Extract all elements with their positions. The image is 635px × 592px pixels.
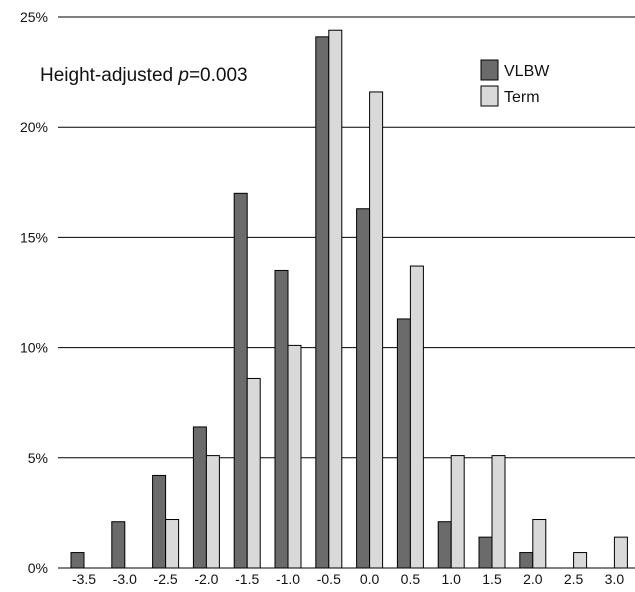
bar-term--1.5 bbox=[246, 377, 261, 569]
bar-term-1.5 bbox=[491, 455, 506, 569]
bar-vlbw--0.5 bbox=[315, 36, 330, 569]
bar-term-0.0 bbox=[369, 91, 384, 569]
bar-vlbw--2.5 bbox=[152, 474, 167, 569]
bars bbox=[70, 29, 628, 569]
x-tick-label: -3.0 bbox=[113, 571, 137, 587]
bar-vlbw-0.0 bbox=[356, 208, 371, 569]
bar-vlbw--2.0 bbox=[192, 426, 207, 569]
y-tick-label: 0% bbox=[28, 560, 48, 576]
x-tick-label: -3.5 bbox=[72, 571, 96, 587]
x-tick-label: -1.5 bbox=[235, 571, 259, 587]
bar-term-3.0 bbox=[613, 536, 628, 569]
bar-term-0.5 bbox=[409, 265, 424, 569]
bar-vlbw--3.0 bbox=[111, 521, 126, 569]
y-tick-labels: 0% 5% 10% 15% 20% 25% bbox=[20, 9, 48, 576]
x-tick-label: -1.0 bbox=[276, 571, 300, 587]
x-tick-label: -2.5 bbox=[154, 571, 178, 587]
bar-term-2.5 bbox=[573, 552, 588, 569]
x-tick-label: 2.0 bbox=[523, 571, 543, 587]
bar-vlbw--1.0 bbox=[274, 269, 289, 569]
gridlines bbox=[58, 16, 635, 569]
bar-vlbw-2.0 bbox=[519, 552, 534, 569]
x-tick-label: 1.0 bbox=[441, 571, 461, 587]
x-tick-label: 0.5 bbox=[401, 571, 421, 587]
y-tick-label: 20% bbox=[20, 119, 48, 135]
bar-vlbw--3.5 bbox=[70, 552, 85, 569]
bar-term--2.0 bbox=[205, 455, 220, 569]
bar-vlbw-0.5 bbox=[396, 318, 411, 569]
x-tick-label: 0.0 bbox=[360, 571, 380, 587]
x-tick-labels: -3.5 -3.0 -2.5 -2.0 -1.5 -1.0 -0.5 0.0 0.5 1.0 1.5… bbox=[72, 571, 624, 587]
x-tick-label: -0.5 bbox=[317, 571, 341, 587]
legend-label-vlbw: VLBW bbox=[504, 63, 550, 80]
bar-term-2.0 bbox=[532, 519, 547, 569]
legend-label-term: Term bbox=[504, 89, 540, 106]
y-tick-label: 25% bbox=[20, 9, 48, 25]
y-tick-label: 10% bbox=[20, 340, 48, 356]
bar-vlbw-1.0 bbox=[437, 521, 452, 569]
bar-term--2.5 bbox=[165, 519, 180, 569]
p-value-annotation: Height-adjusted p=0.003 bbox=[40, 65, 248, 86]
y-tick-label: 15% bbox=[20, 229, 48, 245]
bar-term--0.5 bbox=[328, 29, 343, 569]
legend-swatch-vlbw bbox=[480, 59, 499, 81]
bar-term-1.0 bbox=[450, 455, 465, 569]
x-tick-label: 1.5 bbox=[482, 571, 502, 587]
bar-vlbw-1.5 bbox=[478, 536, 493, 569]
x-tick-label: -2.0 bbox=[194, 571, 218, 587]
y-tick-label: 5% bbox=[28, 450, 48, 466]
x-tick-label: 3.0 bbox=[605, 571, 625, 587]
legend: VLBW Term bbox=[480, 59, 550, 107]
x-tick-label: 2.5 bbox=[564, 571, 584, 587]
legend-swatch-term bbox=[480, 85, 499, 107]
bar-vlbw--1.5 bbox=[233, 192, 248, 569]
bar-term--1.0 bbox=[287, 344, 302, 569]
